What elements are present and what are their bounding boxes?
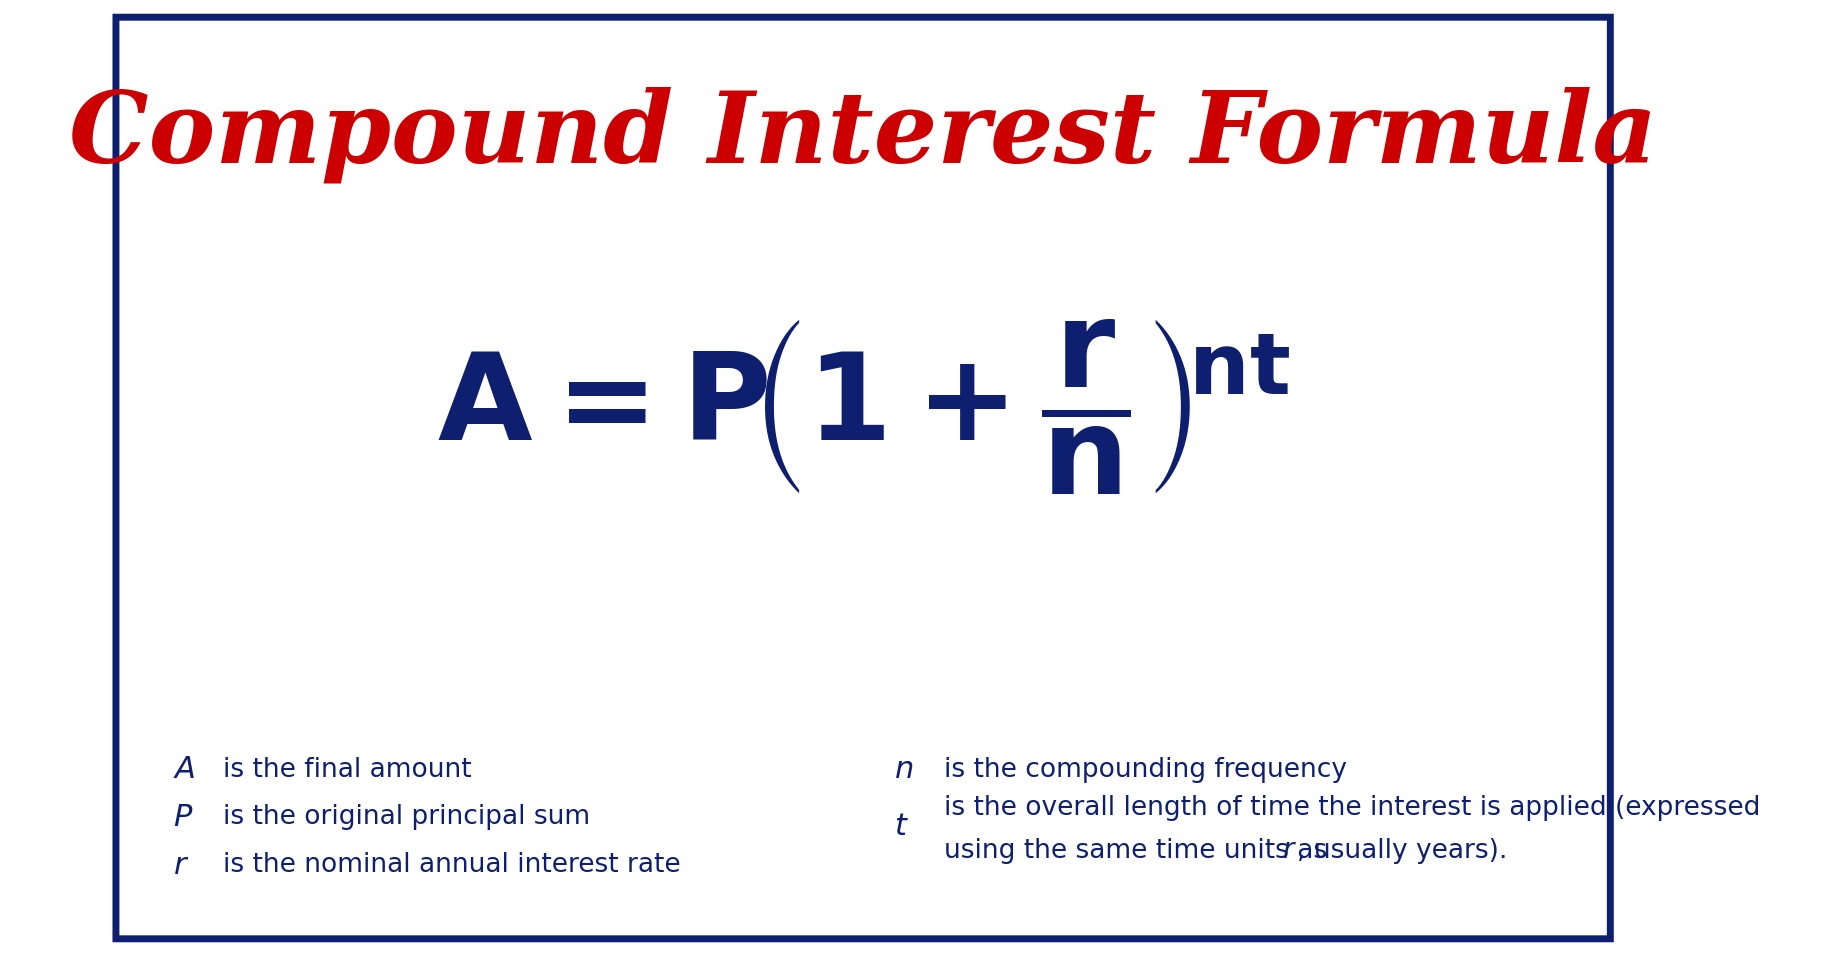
Text: is the final amount: is the final amount <box>222 756 472 783</box>
Text: is the nominal annual interest rate: is the nominal annual interest rate <box>222 852 681 879</box>
Text: is the compounding frequency: is the compounding frequency <box>944 756 1346 783</box>
Text: $\mathbf{\mathit{r}}$: $\mathbf{\mathit{r}}$ <box>173 850 189 880</box>
Text: is the original principal sum: is the original principal sum <box>222 804 590 831</box>
Text: $\mathbf{\mathit{P}}$: $\mathbf{\mathit{P}}$ <box>173 802 193 833</box>
FancyBboxPatch shape <box>117 17 1611 939</box>
Text: , usually years).: , usually years). <box>1297 837 1507 864</box>
Text: $\mathit{r}$: $\mathit{r}$ <box>1281 837 1297 864</box>
Text: using the same time units as: using the same time units as <box>944 837 1336 864</box>
Text: $\mathbf{\mathit{n}}$: $\mathbf{\mathit{n}}$ <box>895 754 913 785</box>
Text: Compound Interest Formula: Compound Interest Formula <box>69 86 1658 183</box>
Text: is the overall length of time the interest is applied (expressed: is the overall length of time the intere… <box>944 794 1760 821</box>
Text: $\mathbf{\mathit{A}}$: $\mathbf{\mathit{A}}$ <box>173 754 195 785</box>
Text: $\mathbf{\mathit{t}}$: $\mathbf{\mathit{t}}$ <box>895 812 909 842</box>
Text: $\mathbf{A = P\!\left(1 + \dfrac{r}{n}\right)^{\!nt}}$: $\mathbf{A = P\!\left(1 + \dfrac{r}{n}\r… <box>437 316 1290 496</box>
